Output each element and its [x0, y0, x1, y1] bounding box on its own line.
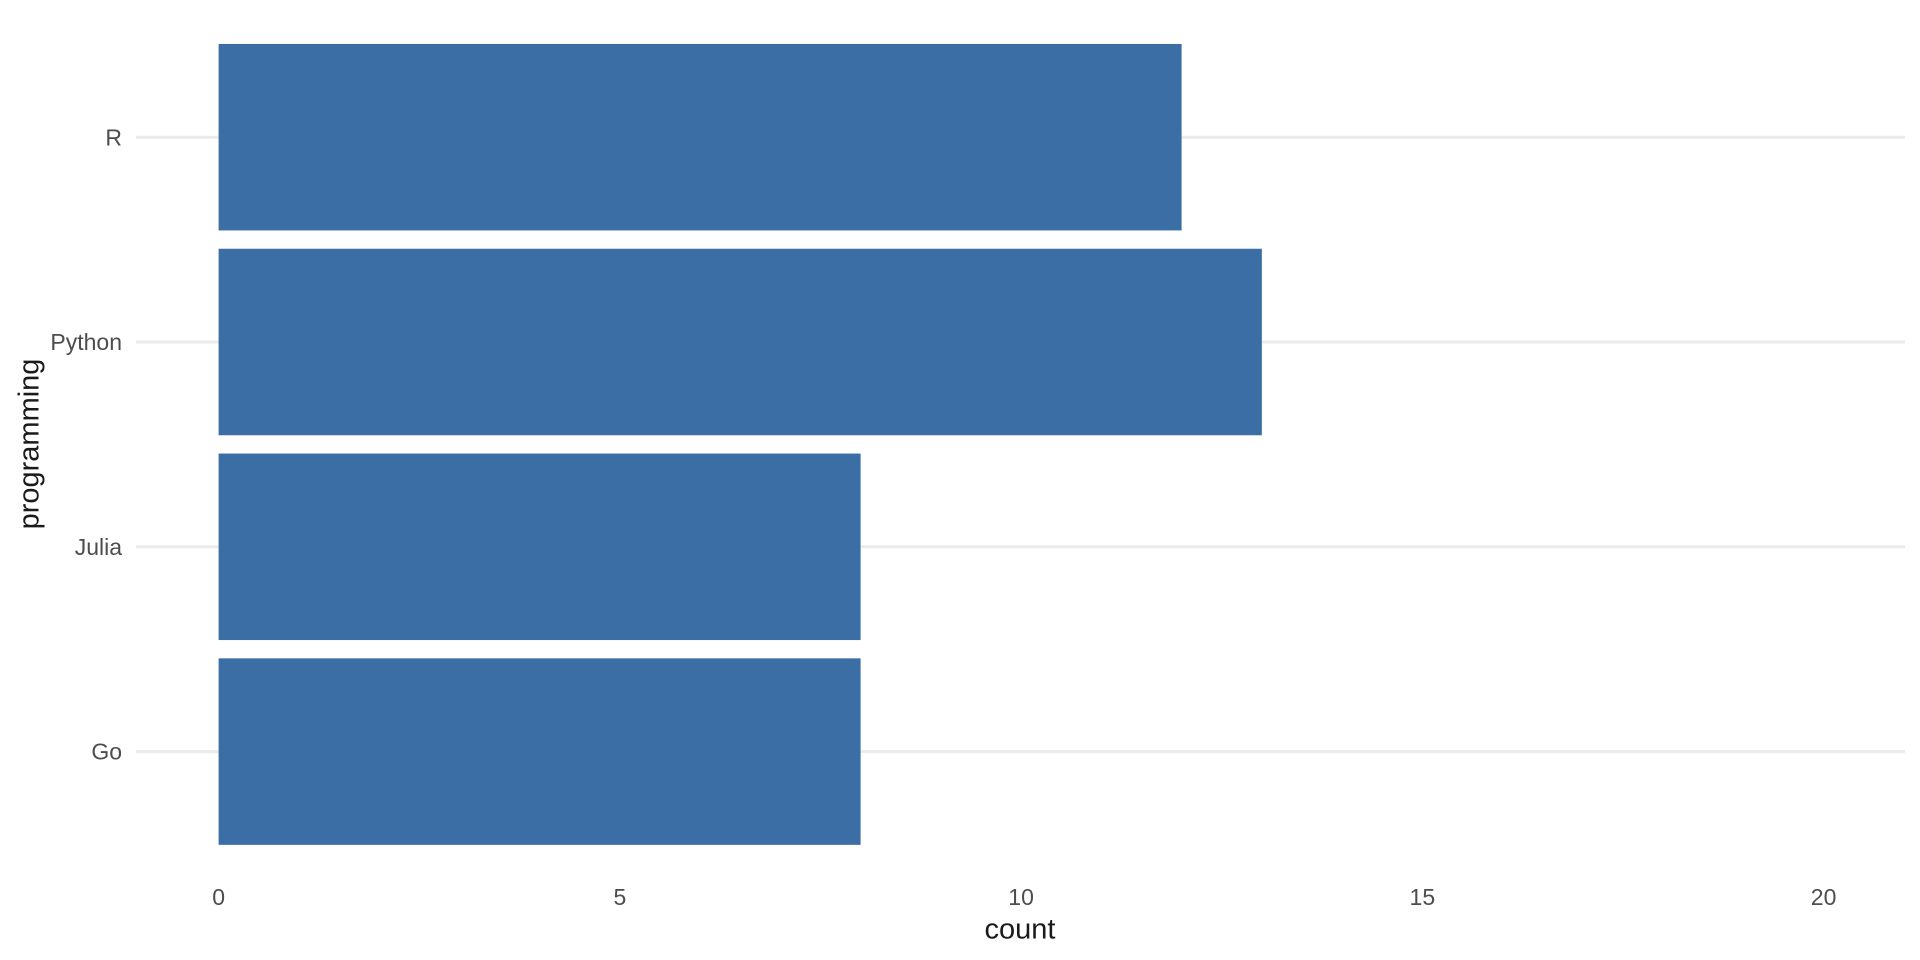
x-tick-label-10: 10 — [1008, 884, 1034, 910]
x-tick-label-15: 15 — [1410, 884, 1436, 910]
y-tick-label-r: R — [105, 124, 122, 150]
y-tick-label-go: Go — [91, 739, 122, 765]
y-axis-title: programming — [13, 358, 46, 530]
y-tick-label-julia: Julia — [75, 534, 123, 560]
bar-julia — [218, 453, 861, 641]
x-axis-title: count — [984, 913, 1056, 946]
y-tick-label-python: Python — [50, 329, 122, 355]
x-tick-label-0: 0 — [212, 884, 225, 910]
x-tick-label-5: 5 — [613, 884, 626, 910]
x-tick-label-20: 20 — [1811, 884, 1837, 910]
bar-go — [218, 658, 861, 845]
bar-r — [218, 43, 1182, 231]
bar-python — [218, 248, 1262, 436]
